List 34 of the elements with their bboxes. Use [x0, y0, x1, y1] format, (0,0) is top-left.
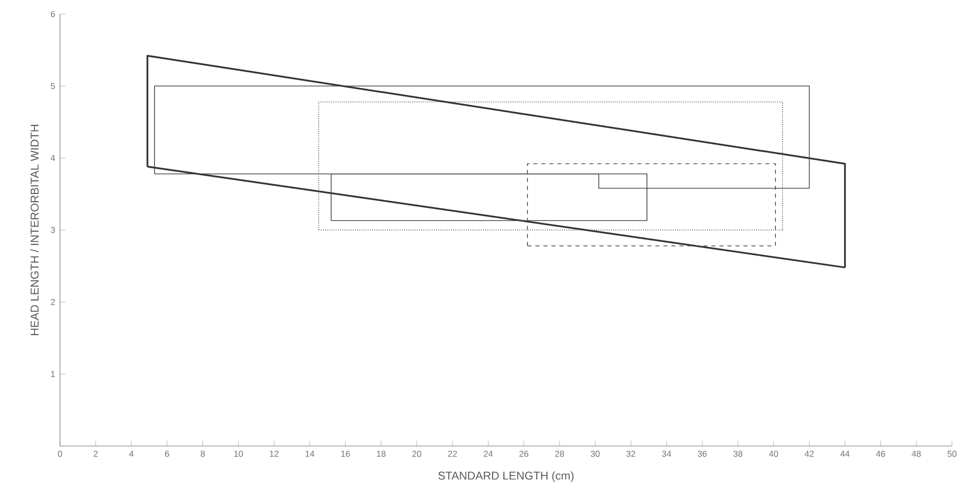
x-tick-label: 12	[270, 450, 278, 457]
x-tick-label: 4	[129, 450, 134, 457]
x-tick-label: 44	[840, 450, 850, 457]
x-tick-label: 32	[626, 450, 636, 457]
x-tick-label: 28	[555, 450, 564, 457]
x-tick-label: 46	[876, 450, 886, 457]
x-tick-label: 48	[912, 450, 921, 457]
x-tick-label: 0	[58, 450, 62, 457]
x-tick-label: 34	[662, 450, 672, 457]
y-tick-label: 3	[50, 226, 55, 234]
y-tick-label: 1	[51, 371, 55, 377]
x-tick-label: 42	[804, 450, 814, 457]
x-tick-label: 38	[733, 450, 742, 457]
x-tick-label: 40	[769, 450, 778, 457]
x-tick-label: 22	[448, 450, 457, 457]
x-tick-label: 10	[234, 450, 243, 457]
x-tick-label: 8	[200, 450, 205, 457]
y-axis-title: HEAD LENGTH / INTERORBITAL WIDTH	[30, 124, 39, 336]
x-tick-label: 20	[412, 450, 422, 457]
y-tick-label: 4	[50, 155, 56, 161]
x-tick-label: 24	[484, 450, 493, 457]
y-tick-label: 2	[50, 298, 55, 306]
x-tick-label: 30	[590, 450, 600, 457]
x-tick-label: 36	[698, 450, 707, 457]
x-tick-label: 16	[341, 450, 350, 457]
y-tick-label: 5	[50, 82, 55, 90]
x-tick-label: 2	[94, 450, 98, 457]
x-tick-label: 18	[376, 450, 386, 457]
x-tick-label: 50	[948, 450, 956, 457]
x-tick-label: 26	[519, 450, 528, 457]
x-tick-label: 14	[306, 450, 314, 457]
x-axis-title: STANDARD LENGTH (cm)	[438, 471, 574, 482]
x-tick-label: 6	[165, 450, 170, 457]
y-tick-label: 6	[50, 10, 55, 18]
